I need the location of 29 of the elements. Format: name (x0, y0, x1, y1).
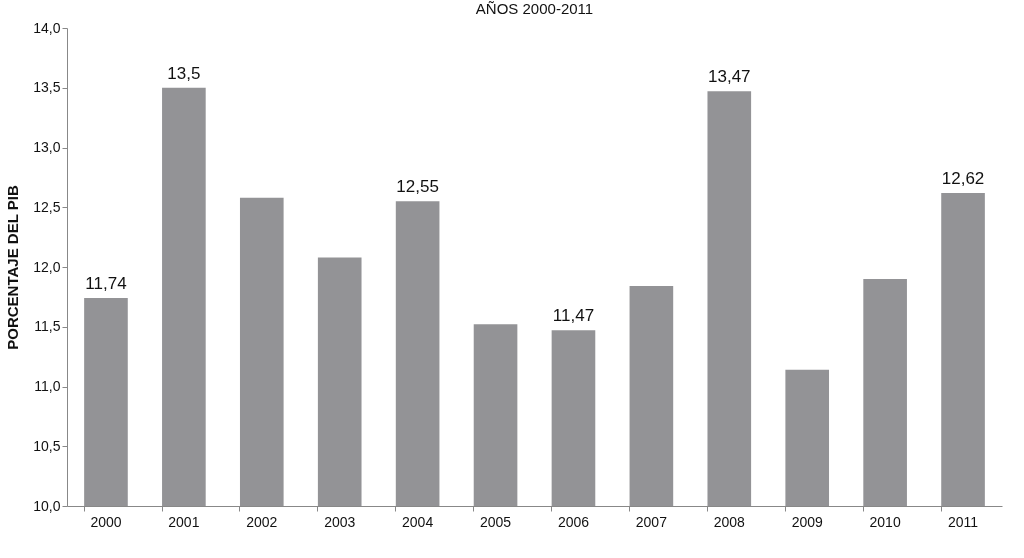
x-tick-label: 2005 (479, 513, 512, 530)
data-label: 11,74 (85, 274, 127, 294)
data-label: 13,5 (167, 63, 201, 83)
data-label: 13,47 (708, 67, 751, 87)
y-tick-label: 13,0 (33, 139, 61, 155)
x-tick-label: 2001 (168, 513, 200, 530)
x-tick-label: 2006 (557, 513, 590, 530)
x-tick-label: 2010 (869, 513, 901, 530)
x-tick-label: 2009 (791, 513, 823, 530)
data-label: 11,47 (552, 306, 595, 326)
y-tick-label: 12,0 (33, 258, 61, 275)
y-tick-label: 14,0 (33, 19, 61, 36)
x-tick-label: 2007 (635, 513, 668, 530)
x-tick-label: 2004 (402, 513, 434, 530)
x-tick-label: 2003 (324, 513, 356, 530)
y-tick-label: 12,5 (33, 198, 61, 215)
data-label: 12,55 (396, 177, 439, 197)
y-tick-label: 11,5 (34, 318, 61, 335)
y-tick-label: 13,5 (33, 79, 61, 96)
x-tick-label: 2000 (90, 513, 122, 530)
x-tick-label: 2008 (713, 513, 746, 530)
y-tick-label: 10,0 (33, 497, 61, 514)
y-tick-label: 10,5 (33, 437, 61, 454)
x-tick-label: 2011 (947, 513, 979, 530)
data-label: 12,62 (941, 168, 985, 188)
y-axis-title: PORCENTAJE DEL PIB (4, 185, 22, 350)
chart-title: AÑOS 2000-2011 (475, 0, 594, 17)
x-tick-label: 2002 (246, 513, 278, 530)
y-tick-label: 11,0 (34, 378, 61, 394)
